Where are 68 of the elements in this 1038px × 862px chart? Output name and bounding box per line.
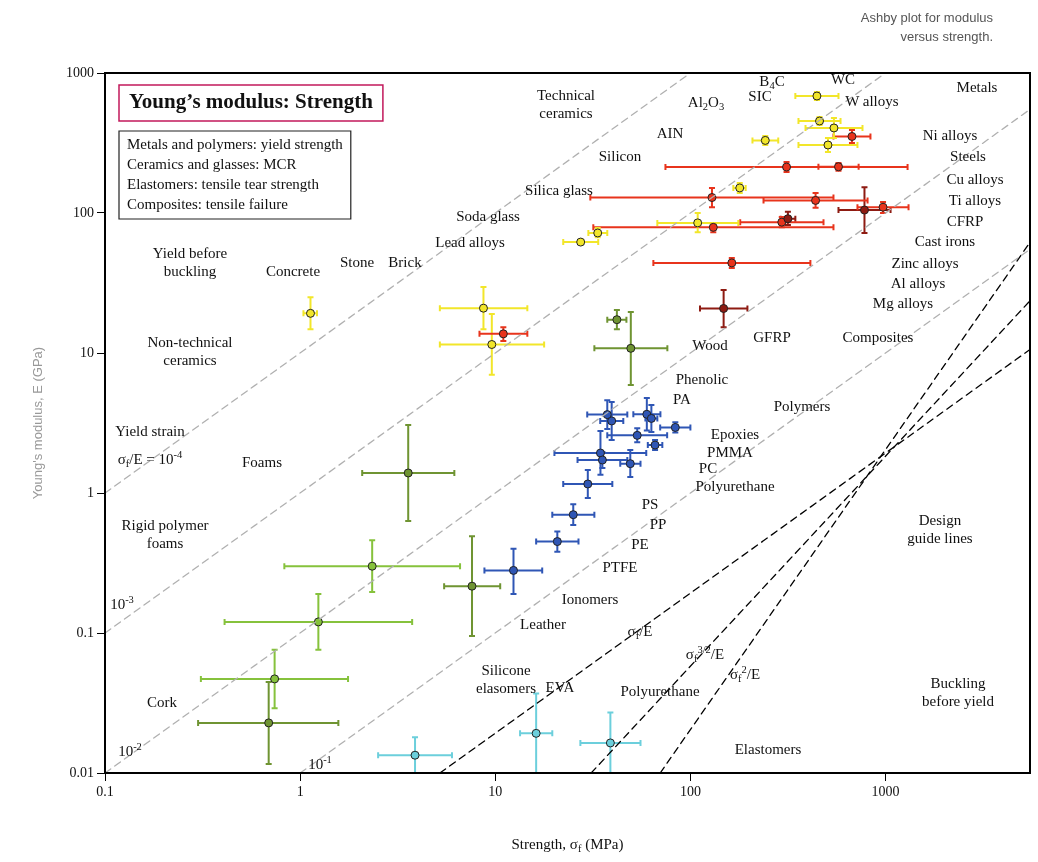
annotation: Foams [242,453,283,470]
annotation: CFRP [946,212,984,229]
annotation: Yield before buckling [152,245,228,279]
annotation: PMMA [707,443,754,460]
y-axis-title: Young's modulus, E (GPa) [29,346,45,500]
annotation: Wood [692,336,729,353]
y-tick-label: 0.1 [76,624,94,640]
annotation: PP [649,515,667,532]
annotation: Design guide lines [907,512,973,546]
annotation: Metals [956,78,998,95]
annotation: Soda glass [456,207,521,224]
y-tick-label: 0.01 [69,764,94,780]
annotation: Metals and polymers: yield strength [127,135,344,152]
x-tick-label: 100 [679,784,701,800]
annotation: Leather [520,615,566,632]
annotation: Silicone elasomers [476,662,537,696]
annotation: Rigid polymer foams [121,517,209,551]
annotation: Cu alloys [946,170,1004,187]
annotation: PE [631,535,649,552]
annotation: Al alloys [890,274,946,291]
annotation: Yield strain [115,422,186,439]
annotation: PS [641,495,659,512]
annotation: WC [830,70,856,87]
annotation: Zinc alloys [891,254,959,271]
annotation: Concrete [265,262,321,279]
annotation: Polyurethane [620,682,700,699]
annotation: Composites [842,328,914,345]
annotation: Ti alloys [948,191,1002,208]
annotation: Ni alloys [922,126,978,143]
annotation: Steels [950,147,987,164]
x-tick-label: 1 [296,784,304,800]
annotation: GFRP [753,328,791,345]
y-tick-label: 1000 [66,64,94,80]
chart-subtitle: Ashby plot for modulus versus strength. [860,9,994,44]
annotation: Lead alloys [435,233,505,250]
annotation: Buckling before yield [921,675,995,709]
y-tick-label: 1 [87,484,94,500]
annotation: PTFE [602,558,638,575]
annotation: Cast irons [914,232,976,249]
annotation: Cork [147,693,178,710]
annotation: Elastomers: tensile tear strength [127,175,320,192]
annotation: Phenolic [675,370,729,387]
annotation: PA [673,390,692,407]
annotation: Polymers [773,397,831,414]
annotation: Elastomers [734,740,802,757]
x-tick-label: 0.1 [96,784,114,800]
annotation: EVA [545,678,575,695]
annotation: Brick [388,253,423,270]
annotation: Ionomers [561,590,619,607]
annotation: Silica glass [525,181,594,198]
annotation: Composites: tensile failure [127,195,289,212]
annotation: PC [698,459,718,476]
annotation: Non-technical ceramics [147,334,233,368]
annotation: Silicon [598,147,642,164]
annotation: Ceramics and glasses: MCR [127,155,297,172]
y-tick-label: 10 [80,344,94,360]
annotation: Stone [339,253,375,270]
annotation: W alloys [845,92,899,109]
text: Young’s modulus: Strength [129,89,374,114]
y-tick-label: 100 [73,204,94,220]
annotation: Mg alloys [872,294,934,311]
x-tick-label: 1000 [871,784,900,800]
annotation: AIN [656,124,684,141]
annotation: Technical ceramics [536,87,596,121]
annotation: Epoxies [710,425,760,442]
annotation: SIC [748,87,772,104]
x-tick-label: 10 [488,784,503,800]
annotation: Polyurethane [695,477,775,494]
